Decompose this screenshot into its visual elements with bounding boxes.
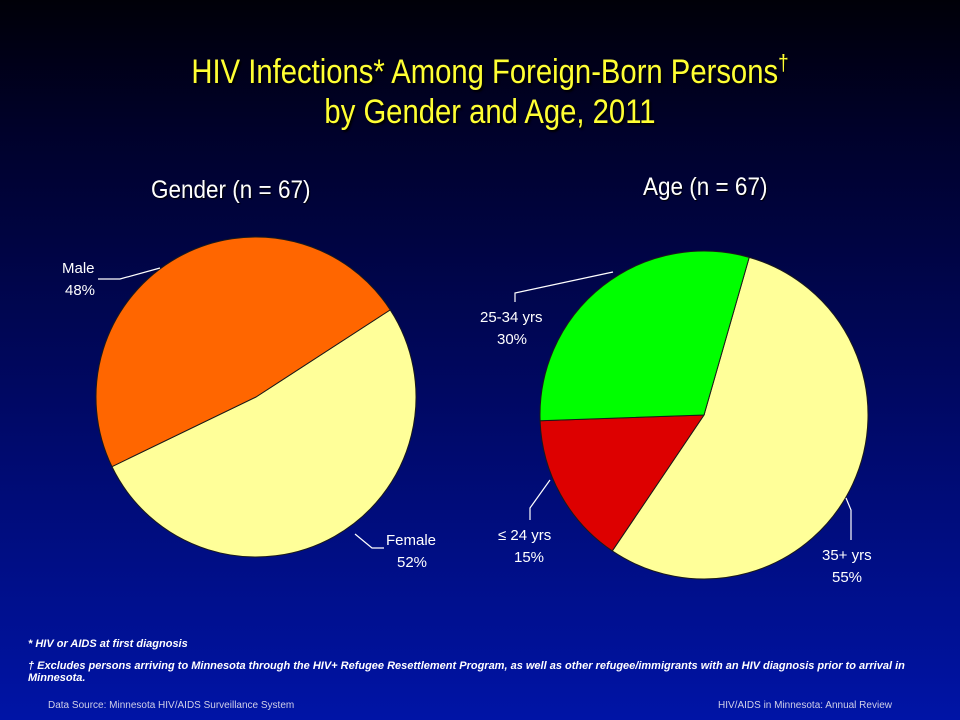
- male-leader-line: [98, 267, 161, 280]
- gender-pie: [95, 236, 417, 558]
- footnote-dagger: † Excludes persons arriving to Minnesota…: [28, 660, 905, 684]
- female-pct: 52%: [397, 554, 427, 571]
- title-line-1: HIV Infections* Among Foreign-Born Perso…: [191, 53, 779, 91]
- age-under-24-slice: [539, 414, 705, 552]
- male-slice: [95, 236, 391, 468]
- footnote-asterisk: * HIV or AIDS at first diagnosis: [28, 638, 188, 650]
- report-name: HIV/AIDS in Minnesota: Annual Review: [718, 700, 892, 711]
- age-25-34-leader-line: [514, 271, 614, 302]
- data-source: Data Source: Minnesota HIV/AIDS Surveill…: [48, 700, 295, 711]
- female-slice: [111, 309, 417, 558]
- title-line-2: by Gender and Age, 2011: [324, 93, 656, 131]
- slide-title: HIV Infections* Among Foreign-Born Perso…: [120, 52, 860, 132]
- age-35-plus-slice: [611, 256, 869, 580]
- male-label: Male: [62, 260, 95, 277]
- female-label: Female: [386, 532, 436, 549]
- age-25-34-slice: [539, 250, 750, 422]
- age-under-24-label: ≤ 24 yrs: [498, 527, 551, 544]
- male-pct: 48%: [65, 282, 95, 299]
- age-35-plus-pct: 55%: [832, 569, 862, 586]
- age-under-24-pct: 15%: [514, 549, 544, 566]
- age-chart-title: Age (n = 67): [643, 173, 768, 201]
- age-35-plus-leader-line: [845, 497, 852, 540]
- gender-chart-title: Gender (n = 67): [151, 176, 311, 204]
- title-dagger-mark: †: [778, 50, 789, 75]
- age-pie: [539, 250, 869, 580]
- age-35-plus-label: 35+ yrs: [822, 547, 872, 564]
- age-25-34-label: 25-34 yrs: [480, 309, 543, 326]
- age-under-24-leader-line: [529, 479, 551, 520]
- age-25-34-pct: 30%: [497, 331, 527, 348]
- female-leader-line: [354, 533, 384, 549]
